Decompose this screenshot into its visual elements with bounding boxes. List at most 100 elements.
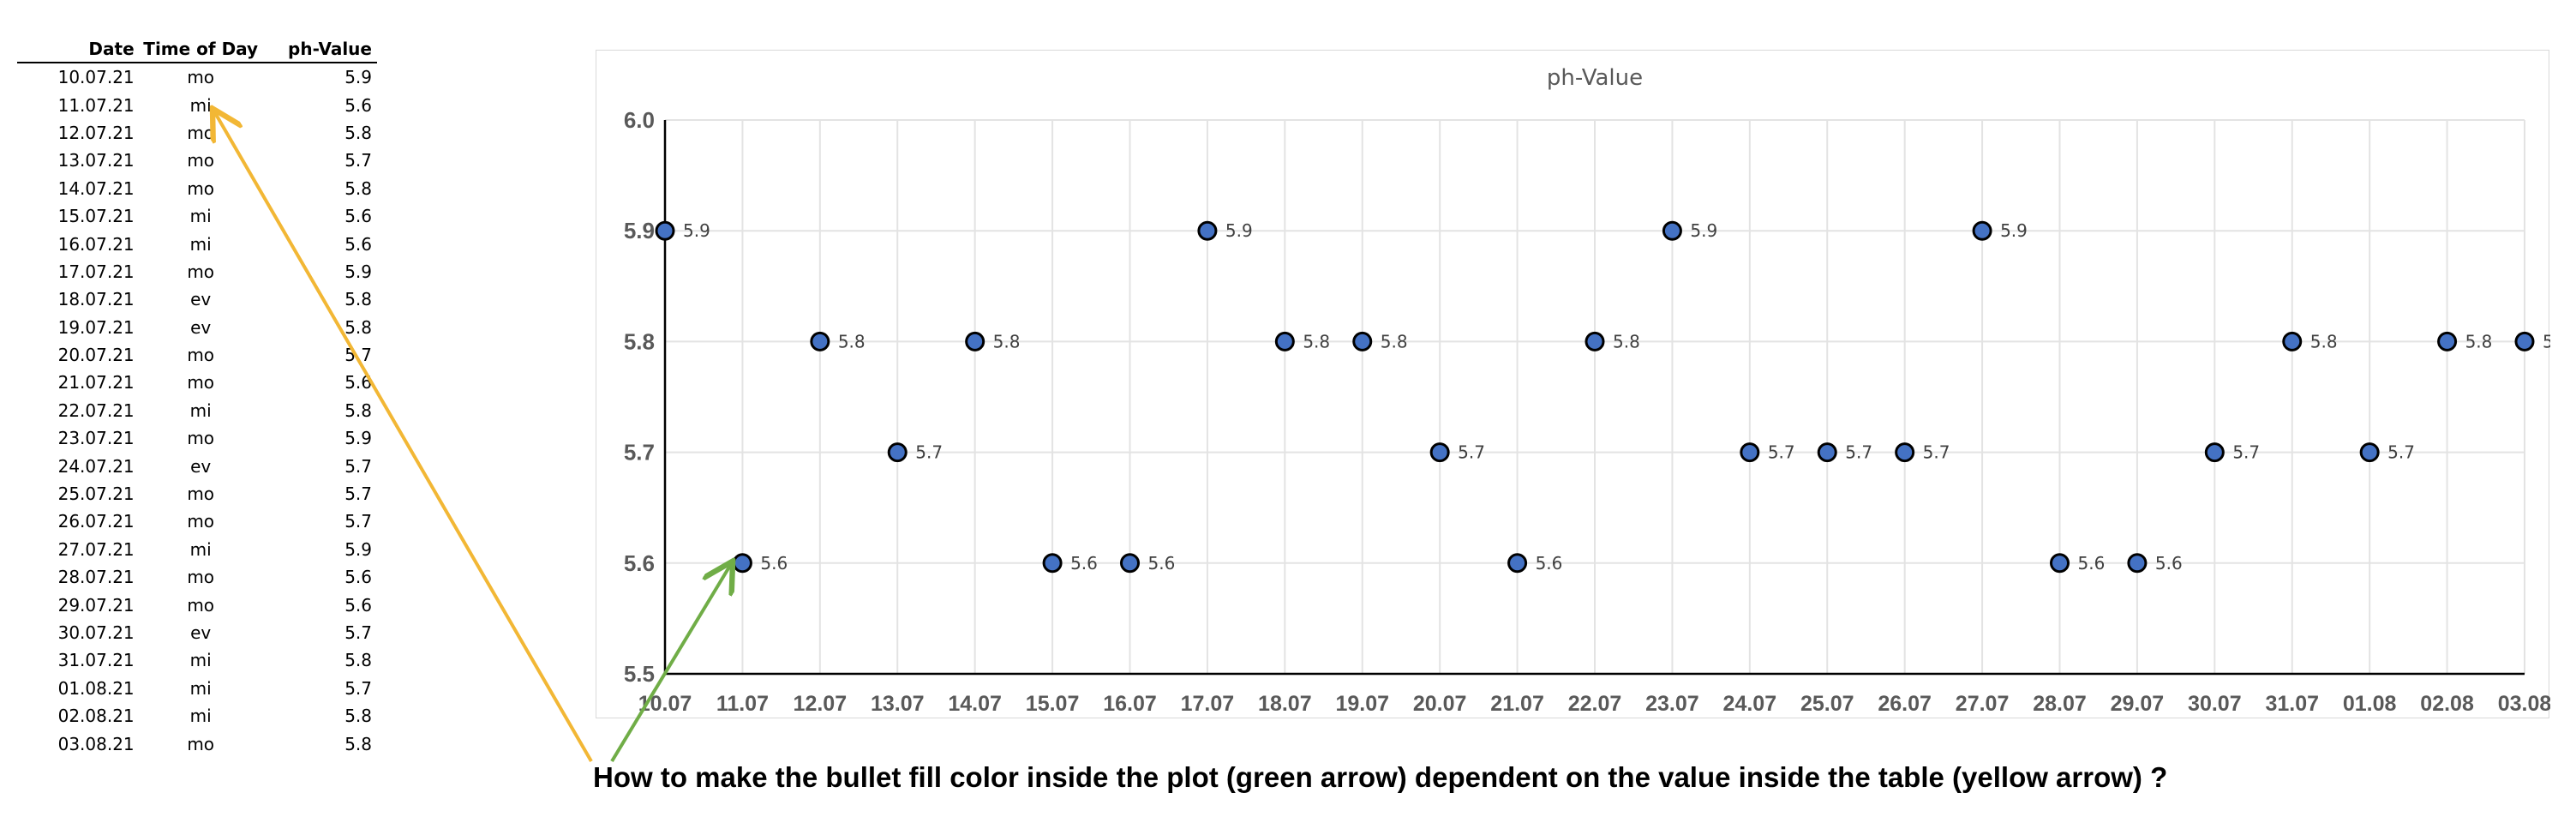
cell-date: 11.07.21	[57, 94, 135, 116]
data-point	[810, 331, 830, 351]
data-label: 5.7	[2387, 442, 2415, 463]
data-label: 5.8	[2543, 331, 2550, 351]
cell-time-of-day: mo	[187, 484, 215, 505]
cell-time-of-day: mo	[187, 261, 215, 282]
cell-ph-value: 5.6	[344, 594, 372, 616]
y-tick-label: 5.6	[624, 550, 655, 576]
cell-ph-value: 5.6	[344, 233, 372, 255]
cell-ph-value: 5.9	[344, 428, 372, 449]
cell-time-of-day: mo	[187, 428, 215, 449]
cell-ph-value: 5.7	[344, 150, 372, 171]
y-tick-label: 5.9	[624, 218, 655, 243]
table-row: 17.07.21 mo 5.9	[17, 258, 377, 285]
table-row: 24.07.21 ev 5.7	[17, 452, 377, 479]
cell-time-of-day: mo	[187, 67, 215, 88]
data-label: 5.7	[915, 442, 943, 463]
x-tick-label: 21.07	[1490, 692, 1544, 716]
data-point	[1352, 331, 1373, 351]
table-row: 14.07.21 mo 5.8	[17, 175, 377, 202]
cell-date: 17.07.21	[57, 261, 135, 282]
x-tick-label: 14.07	[948, 692, 1002, 716]
cell-date: 13.07.21	[57, 150, 135, 171]
table-row: 25.07.21 mo 5.7	[17, 480, 377, 508]
data-point	[1197, 220, 1218, 241]
table-row: 13.07.21 mo 5.7	[17, 147, 377, 174]
cell-date: 28.07.21	[57, 567, 135, 588]
cell-ph-value: 5.7	[344, 455, 372, 477]
cell-date: 10.07.21	[57, 67, 135, 88]
table-row: 21.07.21 mo 5.6	[17, 369, 377, 396]
x-tick-label: 27.07	[1956, 692, 2010, 716]
data-point	[1120, 553, 1140, 574]
cell-time-of-day: mo	[187, 733, 215, 754]
cell-ph-value: 5.7	[344, 677, 372, 699]
x-tick-label: 15.07	[1026, 692, 1080, 716]
cell-time-of-day: mi	[189, 706, 212, 727]
x-tick-label: 18.07	[1258, 692, 1312, 716]
cell-date: 12.07.21	[57, 122, 135, 143]
cell-time-of-day: mo	[187, 567, 215, 588]
cell-date: 29.07.21	[57, 594, 135, 616]
data-point	[1429, 442, 1450, 463]
cell-date: 25.07.21	[57, 484, 135, 505]
data-point	[965, 331, 985, 351]
data-point	[1585, 331, 1605, 351]
cell-date: 31.07.21	[57, 650, 135, 671]
table-row: 10.07.21 mo 5.9	[17, 63, 377, 91]
cell-time-of-day: ev	[190, 289, 212, 310]
data-label: 5.6	[1148, 553, 1176, 574]
data-label: 5.8	[1381, 331, 1408, 351]
data-label: 5.7	[1923, 442, 1950, 463]
header-ph-value: ph-Value	[260, 36, 377, 63]
table-row: 30.07.21 ev 5.7	[17, 619, 377, 646]
table-row: 18.07.21 ev 5.8	[17, 285, 377, 313]
x-tick-label: 12.07	[794, 692, 848, 716]
table-row: 23.07.21 mo 5.9	[17, 424, 377, 452]
data-point	[2514, 331, 2535, 351]
cell-time-of-day: ev	[190, 316, 212, 338]
table-row: 19.07.21 ev 5.8	[17, 314, 377, 341]
table-header-row: Date Time of Day ph-Value	[17, 36, 377, 63]
cell-time-of-day: mi	[189, 538, 212, 560]
x-tick-label: 03.08	[2498, 692, 2550, 716]
data-label: 5.8	[1303, 331, 1330, 351]
table-row: 02.08.21 mi 5.8	[17, 702, 377, 730]
x-tick-label: 10.07	[638, 692, 692, 716]
y-tick-label: 5.7	[624, 440, 655, 466]
x-tick-label: 17.07	[1181, 692, 1235, 716]
cell-time-of-day: mo	[187, 594, 215, 616]
cell-time-of-day: mi	[189, 94, 212, 116]
data-point	[1662, 220, 1682, 241]
data-point	[2359, 442, 2380, 463]
cell-date: 21.07.21	[57, 372, 135, 393]
x-tick-label: 01.08	[2343, 692, 2397, 716]
data-table: Date Time of Day ph-Value 10.07.21 mo 5.9 1…	[17, 36, 377, 758]
data-point	[732, 553, 752, 574]
data-label: 5.7	[1845, 442, 1872, 463]
table-row: 20.07.21 mo 5.7	[17, 341, 377, 369]
y-tick-label: 5.8	[624, 328, 655, 354]
x-tick-label: 02.08	[2420, 692, 2474, 716]
data-label: 5.9	[683, 220, 710, 241]
data-label: 5.7	[1458, 442, 1485, 463]
cell-ph-value: 5.8	[344, 733, 372, 754]
table-row: 01.08.21 mi 5.7	[17, 675, 377, 702]
cell-date: 23.07.21	[57, 428, 135, 449]
cell-ph-value: 5.6	[344, 372, 372, 393]
data-point	[1740, 442, 1760, 463]
cell-date: 27.07.21	[57, 538, 135, 560]
cell-time-of-day: mi	[189, 206, 212, 227]
data-label: 5.8	[1613, 331, 1640, 351]
data-point	[1972, 220, 1992, 241]
table-row: 16.07.21 mi 5.6	[17, 230, 377, 257]
data-label: 5.8	[2465, 331, 2493, 351]
data-point	[2437, 331, 2458, 351]
chart-title: ph-Value	[1547, 65, 1643, 91]
cell-date: 24.07.21	[57, 455, 135, 477]
cell-time-of-day: mo	[187, 150, 215, 171]
cell-ph-value: 5.7	[344, 622, 372, 643]
data-label: 5.6	[2078, 553, 2106, 574]
cell-date: 16.07.21	[57, 233, 135, 255]
header-time-of-day: Time of Day	[141, 36, 261, 63]
cell-time-of-day: mo	[187, 511, 215, 532]
